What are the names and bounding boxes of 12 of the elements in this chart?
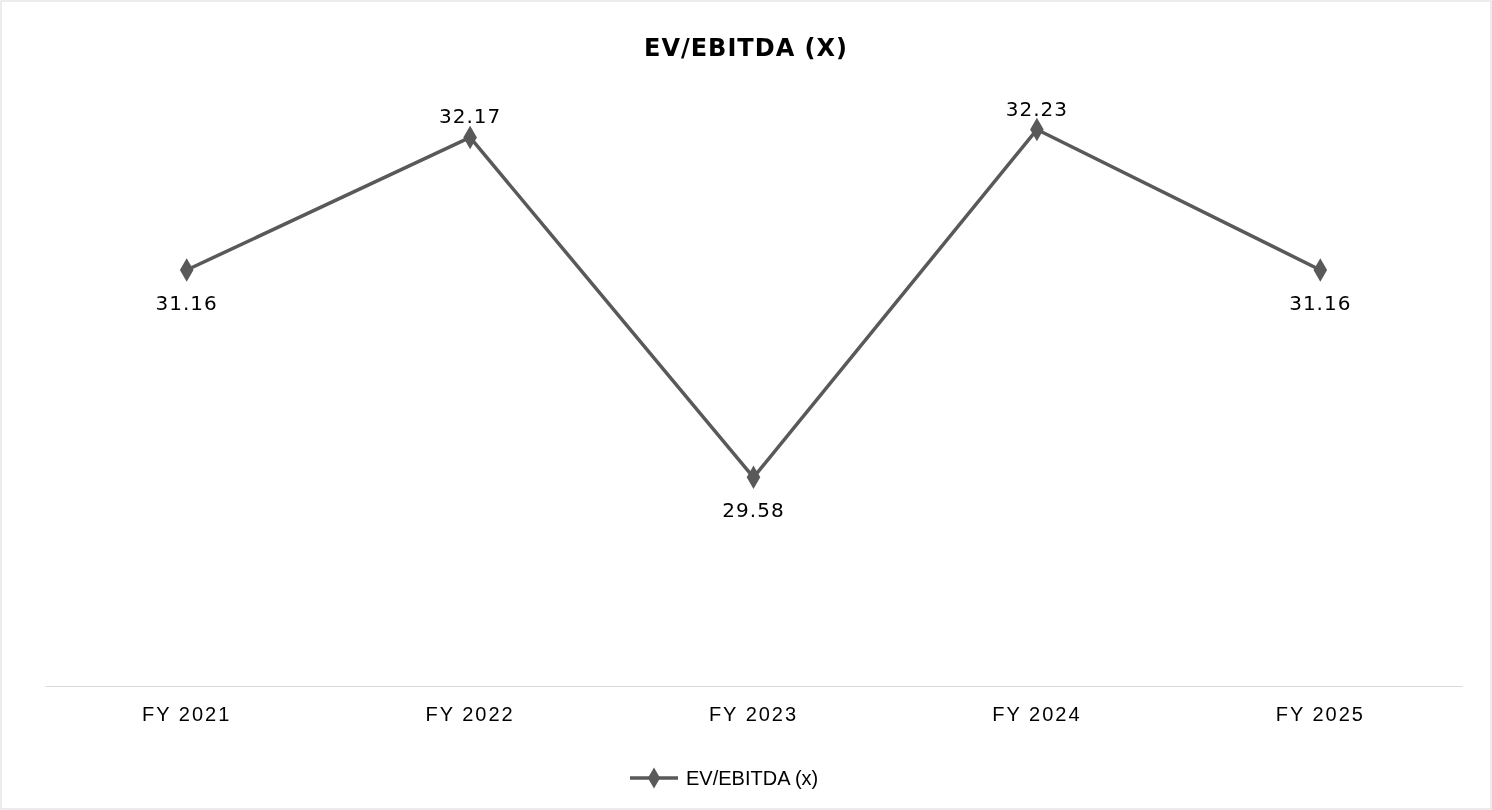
data-label: 32.17 (438, 104, 502, 129)
chart-title: EV/EBITDA (X) (643, 34, 849, 62)
data-label: 31.16 (1289, 290, 1352, 315)
data-label: 32.23 (1005, 96, 1069, 121)
x-tick-label: FY 2024 (992, 703, 1082, 725)
x-tick-label: FY 2023 (708, 703, 799, 725)
x-tick-label: FY 2021 (142, 703, 232, 725)
data-label: 31.16 (155, 290, 218, 315)
legend-label: EV/EBITDA (x) (686, 767, 819, 789)
x-tick-label: FY 2025 (1275, 703, 1365, 725)
x-tick-label: FY 2022 (425, 703, 515, 725)
data-label: 29.58 (722, 498, 785, 523)
